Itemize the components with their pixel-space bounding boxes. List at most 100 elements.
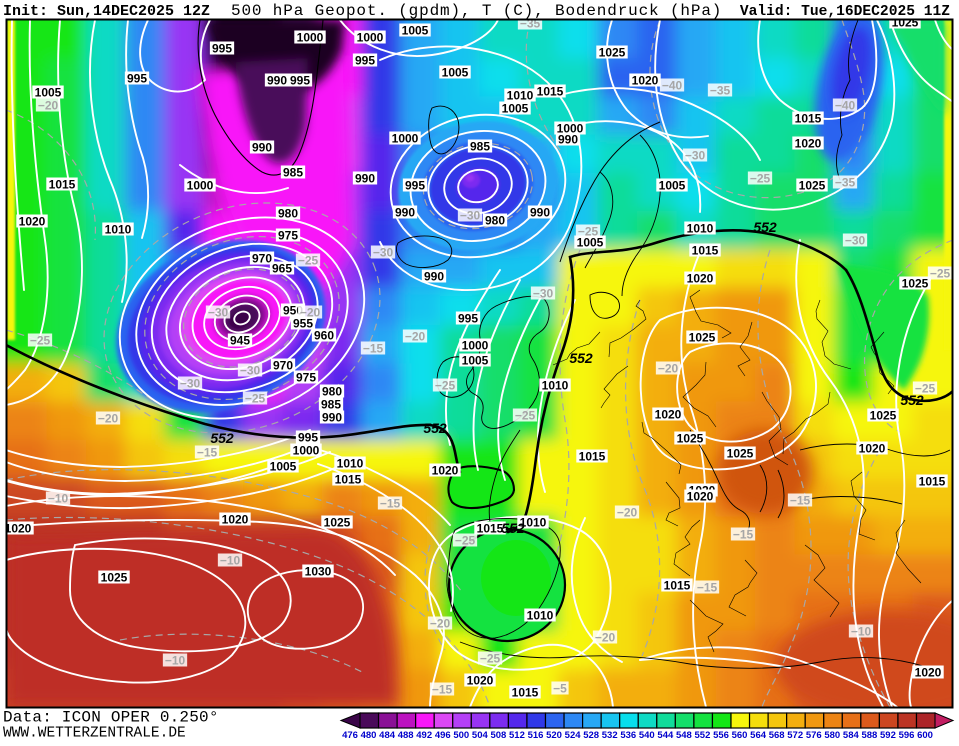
- svg-text:1025: 1025: [799, 179, 826, 193]
- svg-text:995: 995: [290, 74, 310, 88]
- svg-text:1020: 1020: [632, 74, 659, 88]
- svg-text:496: 496: [435, 730, 451, 741]
- svg-text:−10: −10: [220, 554, 241, 568]
- svg-text:965: 965: [272, 262, 292, 276]
- svg-text:−5: −5: [553, 682, 567, 696]
- svg-text:995: 995: [405, 179, 425, 193]
- svg-text:536: 536: [620, 730, 636, 741]
- svg-text:−15: −15: [363, 342, 384, 356]
- svg-text:1005: 1005: [502, 102, 529, 116]
- svg-text:980: 980: [278, 207, 298, 221]
- svg-text:1005: 1005: [35, 86, 62, 100]
- svg-text:Init: Sun,14DEC2025 12Z: Init: Sun,14DEC2025 12Z: [3, 3, 210, 20]
- svg-text:−25: −25: [750, 172, 771, 186]
- svg-text:1010: 1010: [105, 223, 132, 237]
- svg-text:476: 476: [342, 730, 358, 741]
- svg-text:995: 995: [212, 42, 232, 56]
- svg-text:−15: −15: [380, 497, 401, 511]
- svg-text:−25: −25: [915, 382, 936, 396]
- svg-text:540: 540: [639, 730, 655, 741]
- svg-text:−20: −20: [430, 617, 451, 631]
- svg-text:990: 990: [530, 206, 550, 220]
- svg-text:−25: −25: [245, 392, 266, 406]
- svg-text:−10: −10: [165, 654, 186, 668]
- svg-text:552: 552: [569, 350, 593, 366]
- svg-text:1000: 1000: [297, 31, 324, 45]
- svg-text:1000: 1000: [293, 444, 320, 458]
- svg-text:1015: 1015: [335, 473, 362, 487]
- svg-text:1005: 1005: [402, 24, 429, 38]
- svg-text:1020: 1020: [687, 490, 714, 504]
- svg-text:572: 572: [787, 730, 803, 741]
- svg-text:1000: 1000: [357, 31, 384, 45]
- svg-text:−25: −25: [455, 534, 476, 548]
- svg-text:995: 995: [458, 312, 478, 326]
- svg-text:1015: 1015: [49, 178, 76, 192]
- svg-text:1020: 1020: [19, 215, 46, 229]
- svg-text:492: 492: [416, 730, 432, 741]
- svg-text:1025: 1025: [101, 571, 128, 585]
- svg-text:−15: −15: [197, 446, 218, 460]
- svg-text:1025: 1025: [689, 331, 716, 345]
- svg-text:584: 584: [843, 730, 860, 741]
- svg-text:Data: ICON OPER 0.250°: Data: ICON OPER 0.250°: [3, 709, 219, 727]
- svg-text:−35: −35: [835, 176, 856, 190]
- svg-text:1010: 1010: [542, 379, 569, 393]
- svg-text:600: 600: [917, 730, 933, 741]
- svg-text:Valid: Tue,16DEC2025 11Z: Valid: Tue,16DEC2025 11Z: [740, 4, 950, 20]
- svg-text:−30: −30: [240, 364, 261, 378]
- svg-text:580: 580: [824, 730, 840, 741]
- svg-text:560: 560: [732, 730, 748, 741]
- svg-text:552: 552: [423, 420, 447, 436]
- svg-text:−40: −40: [662, 79, 683, 93]
- svg-text:1010: 1010: [687, 222, 714, 236]
- svg-text:970: 970: [273, 359, 293, 373]
- svg-text:1015: 1015: [579, 450, 606, 464]
- svg-text:−25: −25: [578, 225, 599, 239]
- svg-text:1015: 1015: [537, 85, 564, 99]
- svg-text:504: 504: [472, 730, 489, 741]
- svg-text:980: 980: [485, 214, 505, 228]
- svg-text:1020: 1020: [467, 674, 494, 688]
- svg-text:990: 990: [395, 206, 415, 220]
- svg-text:552: 552: [695, 730, 711, 741]
- svg-text:1005: 1005: [462, 354, 489, 368]
- svg-text:−20: −20: [405, 330, 426, 344]
- svg-text:955: 955: [293, 317, 313, 331]
- svg-text:1000: 1000: [187, 179, 214, 193]
- svg-text:1015: 1015: [477, 522, 504, 536]
- svg-text:−20: −20: [300, 306, 321, 320]
- svg-text:1015: 1015: [795, 112, 822, 126]
- svg-text:1025: 1025: [892, 16, 919, 30]
- svg-text:975: 975: [278, 229, 298, 243]
- svg-text:1025: 1025: [902, 277, 929, 291]
- svg-text:1015: 1015: [512, 686, 539, 700]
- svg-text:−10: −10: [48, 492, 69, 506]
- svg-text:552: 552: [753, 219, 777, 235]
- svg-text:990: 990: [558, 133, 578, 147]
- svg-text:−25: −25: [435, 379, 456, 393]
- svg-text:588: 588: [861, 730, 877, 741]
- svg-text:960: 960: [314, 329, 334, 343]
- svg-text:995: 995: [127, 72, 147, 86]
- svg-text:−20: −20: [38, 99, 59, 113]
- svg-text:−30: −30: [373, 246, 394, 260]
- svg-text:−20: −20: [617, 506, 638, 520]
- svg-text:−30: −30: [180, 377, 201, 391]
- svg-text:−30: −30: [685, 149, 706, 163]
- svg-text:520: 520: [546, 730, 562, 741]
- svg-text:1020: 1020: [795, 137, 822, 151]
- svg-text:480: 480: [361, 730, 377, 741]
- svg-text:980: 980: [322, 385, 342, 399]
- svg-text:1010: 1010: [337, 457, 364, 471]
- svg-text:1000: 1000: [462, 339, 489, 353]
- svg-text:−20: −20: [98, 412, 119, 426]
- svg-text:532: 532: [602, 730, 618, 741]
- svg-text:−15: −15: [790, 494, 811, 508]
- svg-text:−20: −20: [595, 631, 616, 645]
- svg-text:1020: 1020: [222, 513, 249, 527]
- svg-text:552: 552: [501, 520, 525, 536]
- svg-text:484: 484: [379, 730, 396, 741]
- svg-text:1010: 1010: [507, 89, 534, 103]
- svg-text:−30: −30: [845, 234, 866, 248]
